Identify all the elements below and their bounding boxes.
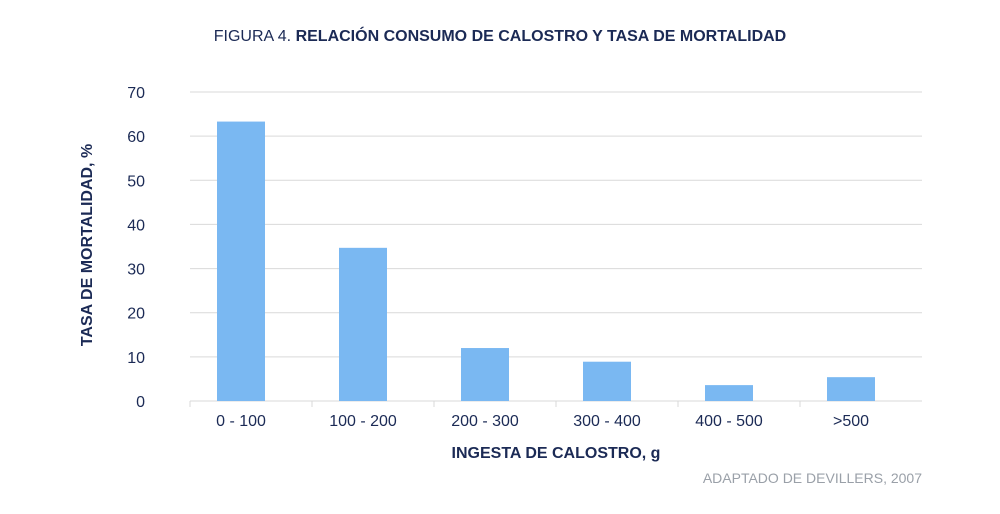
source-note: ADAPTADO DE DEVILLERS, 2007: [702, 470, 922, 486]
bar: [461, 348, 509, 401]
x-tick-label: >500: [833, 413, 869, 430]
y-tick-label: 30: [127, 262, 145, 279]
x-tick-label: 0 - 100: [216, 413, 266, 430]
x-axis-label: INGESTA DE CALOSTRO, g: [451, 445, 661, 462]
bar: [705, 385, 753, 401]
y-tick-label: 50: [127, 173, 145, 190]
bar: [583, 361, 631, 401]
x-tick-label: 300 - 400: [573, 413, 641, 430]
chart-title: FIGURA 4. RELACIÓN CONSUMO DE CALOSTRO Y…: [0, 28, 1000, 46]
y-tick-label: 0: [136, 394, 145, 411]
bar: [217, 121, 265, 401]
bar: [827, 377, 875, 401]
x-axis-ticks: 0 - 100 100 - 200 200 - 300 300 - 400 400 - …: [189, 401, 869, 430]
gridlines: [190, 91, 922, 402]
x-tick-label: 400 - 500: [695, 413, 763, 430]
x-tick-label: 200 - 300: [451, 413, 519, 430]
bar: [339, 247, 387, 401]
y-tick-label: 20: [127, 306, 145, 323]
y-tick-label: 40: [127, 217, 145, 234]
y-tick-label: 60: [127, 129, 145, 146]
y-tick-label: 70: [127, 85, 145, 102]
figure-label: FIGURA 4.: [213, 28, 292, 45]
chart-title-main: RELACIÓN CONSUMO DE CALOSTRO Y TASA DE M…: [295, 28, 787, 45]
y-tick-label: 10: [127, 350, 145, 367]
y-axis-label: TASA DE MORTALIDAD, %: [79, 143, 96, 347]
bars: [217, 121, 875, 401]
x-tick-label: 100 - 200: [329, 413, 397, 430]
y-axis-ticks: 0 10 20 30 40 50 60 70: [127, 85, 145, 411]
